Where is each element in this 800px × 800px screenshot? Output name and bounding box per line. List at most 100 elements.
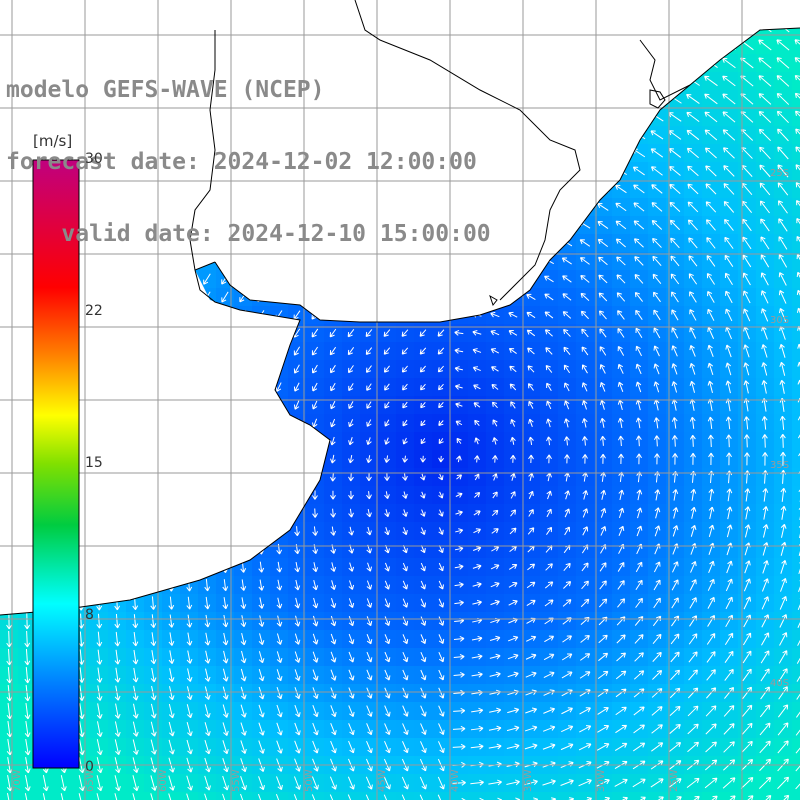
wind-arrow: [420, 527, 426, 535]
wind-arrow: [723, 723, 735, 735]
wind-arrow: [420, 741, 427, 754]
wind-arrow: [311, 776, 319, 790]
wind-arrow: [366, 562, 373, 572]
wind-arrow: [348, 365, 354, 374]
wind-arrow: [401, 329, 409, 337]
wind-arrow: [348, 633, 355, 645]
wind-arrow: [347, 328, 355, 338]
wind-arrow: [618, 489, 625, 501]
wind-arrow: [708, 452, 714, 466]
wind-arrow: [312, 508, 318, 518]
wind-arrow: [330, 687, 337, 699]
wind-arrow: [186, 739, 193, 755]
wind-arrow: [689, 309, 697, 321]
wind-arrow: [689, 434, 696, 447]
wind-arrow: [563, 400, 570, 410]
wind-arrow: [348, 687, 355, 699]
wind-arrow: [258, 668, 265, 682]
wind-arrow: [759, 722, 771, 736]
wind-arrow: [168, 668, 175, 683]
wind-arrow: [654, 525, 661, 537]
wind-arrow: [636, 525, 643, 537]
wind-arrow: [294, 740, 301, 754]
country-border: [189, 0, 691, 301]
wind-arrow: [617, 598, 626, 608]
wind-arrow: [635, 381, 642, 393]
wind-arrow: [779, 632, 788, 646]
wind-arrow: [564, 490, 571, 500]
wind-speed-cell: [396, 792, 414, 800]
wind-arrow: [258, 722, 265, 736]
wind-arrow: [744, 452, 750, 466]
wind-arrow: [221, 291, 229, 303]
wind-arrow: [150, 632, 157, 647]
wind-arrow: [294, 651, 301, 663]
wind-arrow: [276, 561, 283, 573]
wind-arrow: [669, 705, 681, 717]
wind-arrow: [294, 597, 301, 609]
wind-arrow: [743, 578, 751, 592]
wind-arrow: [132, 667, 139, 683]
wind-arrow: [542, 743, 556, 750]
wind-arrow: [653, 381, 660, 393]
wind-arrow: [438, 383, 444, 391]
wind-arrow: [723, 183, 735, 195]
wind-arrow: [348, 651, 355, 663]
coastline: [0, 27, 800, 616]
wind-arrow: [563, 346, 571, 356]
wind-arrow: [384, 562, 390, 572]
wind-arrow: [598, 274, 608, 284]
wind-arrow: [294, 615, 301, 627]
wind-arrow: [760, 290, 769, 304]
wind-arrow: [759, 182, 771, 196]
wind-arrow: [687, 183, 699, 195]
wind-arrow: [222, 793, 229, 800]
wind-arrow: [168, 686, 175, 701]
wind-arrow: [78, 703, 85, 720]
wind-arrow: [471, 671, 483, 678]
wind-arrow: [402, 491, 408, 499]
wind-arrow: [330, 400, 336, 410]
wind-arrow: [452, 743, 466, 750]
wind-arrow: [795, 128, 800, 142]
wind-arrow: [796, 253, 800, 268]
wind-arrow: [24, 666, 31, 684]
wind-arrow: [330, 669, 337, 681]
wind-arrow: [60, 793, 67, 800]
wind-arrow: [132, 649, 139, 665]
wind-arrow: [490, 311, 500, 318]
wind-arrow: [581, 382, 588, 392]
wind-arrow: [168, 650, 175, 664]
lon-label: 35W: [523, 769, 534, 792]
wind-arrow: [490, 330, 500, 336]
wind-arrow: [794, 74, 800, 87]
wind-arrow: [437, 329, 445, 337]
wind-speed-cell: [702, 792, 720, 800]
wind-speed-cell: [792, 540, 800, 558]
wind-arrow: [222, 614, 229, 628]
wind-arrow: [581, 418, 588, 428]
wind-arrow: [704, 93, 718, 105]
wind-arrow: [6, 793, 13, 800]
wind-arrow: [598, 634, 608, 644]
wind-arrow: [778, 686, 788, 700]
wind-arrow: [706, 255, 716, 267]
lat-label: 35S: [770, 460, 790, 471]
wind-arrow: [438, 705, 445, 717]
wind-arrow: [708, 488, 715, 502]
wind-arrow: [615, 724, 628, 734]
wind-arrow: [348, 598, 355, 609]
wind-arrow: [438, 652, 445, 663]
wind-arrow: [778, 272, 787, 286]
wind-arrow: [794, 92, 800, 106]
wind-arrow: [470, 779, 484, 786]
wind-arrow: [708, 506, 715, 520]
wind-arrow: [168, 596, 175, 610]
wind-arrow: [258, 615, 265, 627]
wind-arrow: [438, 420, 444, 426]
wind-arrow: [546, 418, 552, 428]
wind-arrow: [760, 686, 770, 700]
wind-arrow: [671, 597, 679, 609]
wind-arrow: [671, 417, 678, 429]
wind-arrow: [597, 238, 609, 248]
